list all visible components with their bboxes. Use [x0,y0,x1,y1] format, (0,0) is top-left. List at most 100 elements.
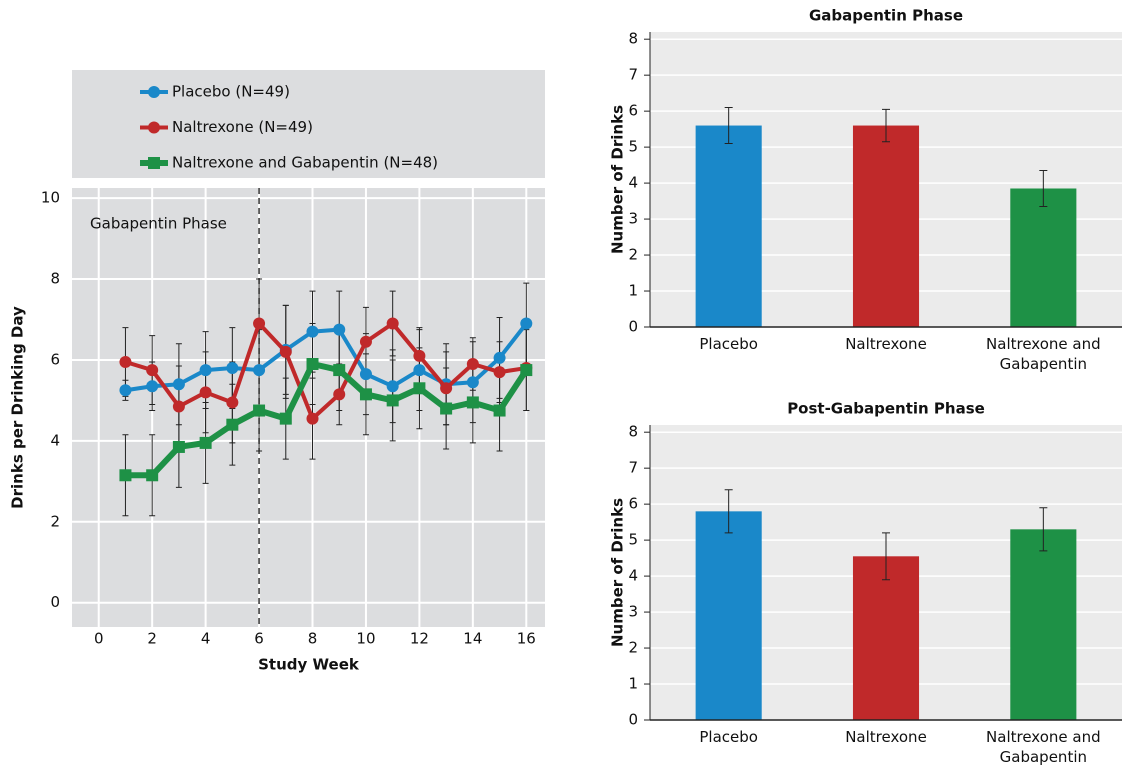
x-tick-label: Naltrexone and Gabapentin [986,728,1101,766]
point [493,351,506,364]
point [119,469,132,482]
x-tick-label: Naltrexone [845,335,927,353]
y-axis-label: Drinks per Drinking Day [9,306,27,509]
bar [695,511,762,720]
y-axis-label: Number of Drinks [609,105,627,254]
y-tick-label: 8 [628,423,638,441]
y-tick-label: 0 [628,318,638,336]
x-tick-label: Naltrexone [845,728,927,746]
point [493,404,506,417]
y-tick-label: 3 [628,210,638,228]
y-tick-label: 4 [628,567,638,585]
y-axis-label: Number of Drinks [609,498,627,647]
bar [1010,529,1077,720]
point [199,386,212,399]
y-tick-label: 5 [628,531,638,549]
point [306,358,319,371]
point [466,396,479,409]
point [306,325,319,338]
y-tick-label: 7 [628,66,638,84]
bar [1010,188,1077,327]
point [386,394,399,407]
point [386,380,399,393]
point [226,418,239,431]
chart-title: Post-Gabapentin Phase [787,400,985,418]
x-tick-label: Naltrexone and Gabapentin [986,335,1101,373]
point [172,440,185,453]
y-tick-label: 0 [628,711,638,729]
point [172,400,185,413]
error-bar [724,489,733,534]
y-tick-label: 4 [628,174,638,192]
point [333,364,346,377]
y-tick-label: 6 [628,102,638,120]
y-tick-label: 1 [628,675,638,693]
point [146,380,159,393]
legend-label: Naltrexone and Gabapentin (N=48) [172,154,438,172]
point [146,364,159,377]
legend-label: Placebo (N=49) [172,83,290,101]
point [279,345,292,358]
point [119,355,132,368]
x-tick-label: 4 [201,630,211,648]
error-bar [1039,170,1048,207]
x-tick-label: Placebo [699,335,758,353]
error-bar [882,108,890,143]
point [520,317,533,330]
series-line [125,361,529,479]
point [359,335,372,348]
y-tick-label: 5 [628,138,638,156]
x-tick-label: 8 [308,630,318,648]
bar [852,125,920,327]
point [279,412,292,425]
point [440,402,453,415]
y-tick-label: 3 [628,603,638,621]
y-tick-label: 4 [50,431,60,449]
point [253,364,266,377]
point [146,469,159,482]
bar [852,556,920,720]
point [359,368,372,381]
error-bar [724,107,733,145]
x-tick-label: 2 [147,630,157,648]
point [253,404,266,417]
y-tick-label: 1 [628,282,638,300]
point [199,364,212,377]
x-tick-label: 0 [94,630,104,648]
error-bar [882,532,890,581]
y-tick-label: 10 [41,189,60,207]
point [226,362,239,375]
point [226,396,239,409]
x-tick-label: 12 [410,630,429,648]
point [333,388,346,401]
legend-marker [148,157,160,169]
point [466,376,479,389]
point [306,412,319,425]
error-bar [1039,507,1048,552]
point [333,323,346,336]
point [172,378,185,391]
x-tick-label: Placebo [699,728,758,746]
x-axis-label: Study Week [258,656,360,674]
point [199,436,212,449]
y-tick-label: 2 [50,512,60,530]
y-tick-label: 8 [628,30,638,48]
point [413,364,426,377]
y-tick-label: 8 [50,270,60,288]
point [466,358,479,371]
legend-label: Naltrexone (N=49) [172,118,313,136]
point [386,317,399,330]
series-line [124,321,527,421]
bar [695,125,762,327]
point [493,366,506,379]
point [253,317,266,330]
x-tick-label: 6 [254,630,264,648]
y-tick-label: 2 [628,639,638,657]
x-tick-label: 16 [517,630,536,648]
chart-title: Gabapentin Phase [809,7,963,25]
point [359,388,372,401]
y-tick-label: 6 [50,350,60,368]
y-tick-label: 6 [628,495,638,513]
